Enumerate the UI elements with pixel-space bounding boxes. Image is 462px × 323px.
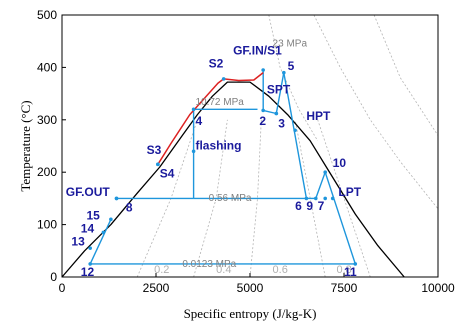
x-tick-label-1: 2500: [143, 281, 170, 295]
isobar-label-1: 10.72 MPa: [195, 97, 244, 108]
state-label-1: S2: [209, 56, 224, 70]
state-label-12: LPT: [338, 185, 361, 199]
background-line-7: [373, 15, 438, 136]
state-label-16: GF.OUT: [66, 185, 111, 199]
y-tick-label-3: 300: [37, 113, 57, 127]
state-marker-18: [109, 217, 113, 222]
heating-curve-line: [157, 72, 264, 165]
x-axis-title: Specific entropy (J/kg-K): [184, 306, 317, 321]
x-tick-label-0: 0: [59, 281, 66, 295]
state-label-22: 11: [344, 265, 357, 279]
y-tick-label-4: 400: [37, 60, 57, 74]
state-marker-17: [114, 196, 119, 201]
y-tick-label-1: 100: [37, 218, 57, 232]
x-tick-label-2: 5000: [237, 281, 264, 295]
state-label-14: 9: [306, 199, 313, 213]
x-tick-label-3: 7500: [331, 281, 358, 295]
state-label-21: 12: [81, 265, 95, 279]
state-marker-19: [101, 230, 106, 235]
process-line-2: [275, 72, 285, 114]
process-line-3: [283, 72, 308, 199]
state-marker-3: [156, 162, 160, 167]
state-marker-10: [191, 149, 196, 154]
state-label-19: 14: [81, 221, 95, 235]
state-label-10: flashing: [195, 139, 241, 153]
state-marker-20: [88, 246, 92, 250]
state-marker-6: [261, 108, 265, 113]
process-line-6: [324, 171, 356, 265]
state-marker-22: [353, 262, 358, 266]
state-label-5: 5: [288, 59, 295, 73]
state-label-15: 7: [318, 199, 325, 213]
quality-label-2: 0.6: [273, 264, 288, 276]
state-label-13: 6: [295, 199, 302, 213]
x-tick-label-4: 10000: [421, 281, 455, 295]
quality-label-0: 0.2: [154, 264, 169, 276]
background-line-0: [268, 15, 319, 142]
isobar-label-2: 0.56 MPa: [209, 193, 252, 204]
state-label-20: 13: [71, 235, 85, 249]
y-tick-label-2: 200: [37, 165, 57, 179]
isobar-label-3: 0.0123 MPa: [182, 259, 236, 270]
state-marker-13: [304, 196, 309, 201]
isobar-label-0: 23 MPa: [273, 38, 308, 49]
state-marker-5: [282, 70, 286, 75]
y-tick-label-5: 500: [37, 8, 57, 22]
state-label-18: 15: [86, 208, 100, 222]
state-label-6: 2: [259, 114, 266, 128]
state-label-3: S4: [160, 166, 175, 180]
quality-label-1: 0.4: [216, 264, 231, 276]
state-label-11: 10: [333, 156, 347, 170]
state-marker-15: [323, 196, 328, 201]
saturation-dome-line: [61, 81, 405, 278]
process-line-1: [263, 109, 277, 115]
state-label-0: GF.IN/S1: [233, 43, 282, 57]
state-label-7: 3: [278, 117, 285, 131]
state-marker-7: [274, 111, 279, 116]
y-axis-title: Temperature (°C): [18, 100, 33, 191]
state-label-9: HPT: [306, 109, 331, 123]
process-line-12: [89, 219, 112, 265]
state-marker-21: [88, 262, 92, 266]
state-marker-1: [221, 77, 226, 81]
state-marker-14: [314, 196, 318, 201]
state-label-2: S3: [147, 143, 162, 157]
plot-area: [62, 15, 438, 277]
state-marker-12: [330, 196, 335, 201]
state-label-17: 8: [126, 201, 133, 215]
state-label-4: SPT: [267, 83, 291, 97]
process-line-5: [315, 171, 326, 199]
state-label-8: 4: [195, 114, 202, 128]
state-marker-8: [191, 107, 196, 112]
state-marker-0: [261, 68, 265, 72]
quality-label-3: 0.8: [336, 264, 351, 276]
state-marker-11: [323, 170, 328, 174]
state-marker-9: [293, 128, 297, 133]
y-tick-label-0: 0: [50, 270, 57, 284]
